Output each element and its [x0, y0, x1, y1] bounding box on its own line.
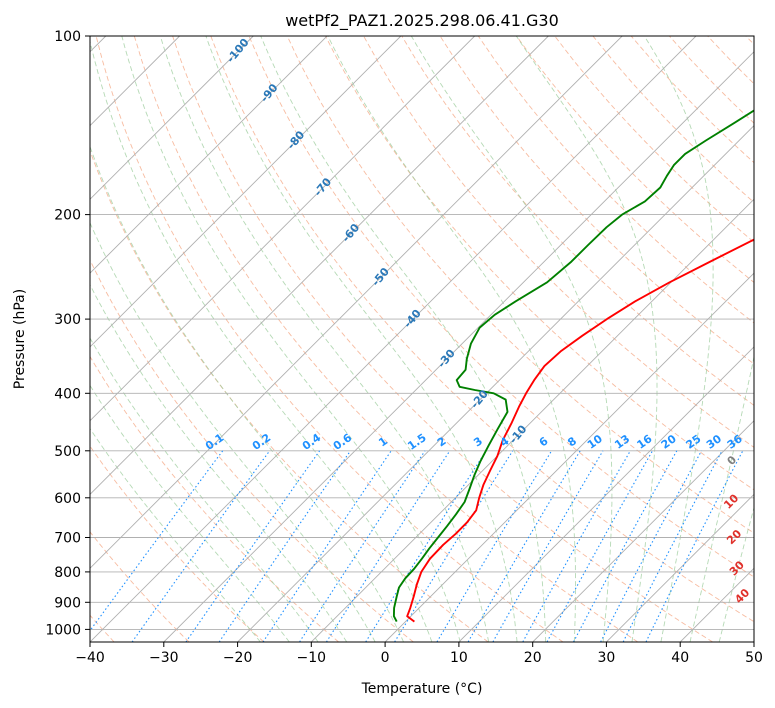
dry-adiabat-line [172, 36, 713, 642]
mixing-ratio-line [299, 450, 426, 642]
moist-adiabat-line [90, 283, 348, 642]
isotherm-line [458, 346, 754, 642]
moist-adiabat-line [90, 39, 433, 642]
isotherm-line [90, 36, 476, 422]
x-tick-label: 40 [671, 650, 689, 666]
isotherm-line [90, 36, 328, 274]
isotherm-line [163, 51, 754, 642]
y-tick-label: 800 [54, 565, 81, 581]
y-tick-label: 300 [54, 312, 81, 328]
mixing-ratio-line [365, 450, 487, 642]
isotherm-line [90, 36, 254, 200]
moist-adiabat-line [260, 36, 547, 642]
y-tick-label: 400 [54, 386, 81, 402]
profiles [392, 109, 754, 623]
moist-adiabat-line [90, 221, 376, 642]
dry-adiabat-line [248, 36, 754, 578]
moist-adiabat-line [121, 36, 461, 642]
x-tick-label: −10 [297, 650, 327, 666]
chart-title: wetPf2_PAZ1.2025.298.06.41.G30 [285, 11, 559, 31]
x-tick-label: 10 [450, 650, 468, 666]
moist-adiabat-line [90, 384, 290, 642]
x-tick-label: −20 [223, 650, 253, 666]
plot-frame [89, 35, 755, 643]
dry-adiabat-line [95, 36, 564, 642]
isotherm-line [532, 420, 754, 642]
dewpoint-profile-line [392, 109, 754, 623]
x-axis-label: Temperature (°C) [361, 681, 483, 697]
dry-adiabat-line [325, 36, 754, 491]
y-tick-label: 500 [54, 444, 81, 460]
moist-adiabat-line [90, 337, 319, 642]
y-tick-label: 1000 [45, 622, 81, 638]
isotherm-line [310, 198, 754, 642]
moist-adiabat-line [90, 145, 404, 642]
grid-lines [90, 36, 754, 642]
x-tick-label: 0 [381, 650, 390, 666]
axes: −40 −30 −20 −10 0 10 20 30 40 50 100 200 300 400 500 60… [45, 29, 763, 666]
moist-adiabat-line [515, 36, 658, 642]
x-tick-label: −40 [75, 650, 105, 666]
dry-adiabat-line [90, 531, 190, 642]
dry-adiabat-line [90, 355, 339, 642]
mixing-ratio-line [218, 450, 351, 642]
y-tick-label: 700 [54, 531, 81, 547]
isotherm-line [90, 36, 402, 348]
dry-adiabat-line [90, 445, 265, 642]
mixing-ratio-line [262, 450, 392, 642]
y-tick-label: 200 [54, 208, 81, 224]
isotherm-line [90, 36, 697, 642]
moist-adiabat-line [689, 354, 754, 642]
y-tick-label: 900 [54, 595, 81, 611]
mixing-ratio-line [90, 450, 224, 632]
y-axis-label: Pressure (hPa) [12, 289, 28, 389]
mixing-ratio-line [436, 450, 553, 642]
isotherm-line [606, 493, 754, 642]
x-tick-label: 30 [597, 650, 615, 666]
moist-adiabat-line [718, 505, 754, 642]
x-tick-label: 20 [524, 650, 542, 666]
moist-adiabat-line [205, 36, 518, 642]
x-tick-label: 50 [745, 650, 763, 666]
dry-adiabat-line [133, 36, 639, 642]
mixing-ratio-line [600, 450, 702, 642]
mixing-ratio-line [131, 450, 271, 642]
mixing-ratio-line [185, 450, 321, 642]
dry-adiabat-line [439, 36, 754, 365]
isotherm-line [384, 272, 754, 642]
temperature-profile-line [406, 238, 754, 623]
moist-adiabat-line [159, 36, 490, 642]
dry-adiabat-line [210, 36, 754, 623]
dry-adiabat-line [90, 149, 489, 642]
isotherm-line [237, 124, 754, 642]
dry-adiabat-line [363, 36, 754, 448]
moist-adiabat-line [90, 427, 261, 642]
mixing-ratio-line [645, 450, 744, 642]
mixing-ratio-lines [90, 450, 744, 642]
x-tick-label: −30 [149, 650, 179, 666]
y-tick-label: 600 [54, 491, 81, 507]
mixing-ratio-line [325, 450, 451, 642]
isotherm-line [90, 36, 623, 569]
y-tick-label: 100 [54, 29, 81, 45]
mixing-ratio-line [573, 450, 678, 642]
mixing-ratio-line [522, 450, 631, 642]
mixing-ratio-line [546, 450, 653, 642]
moist-adiabat-line [410, 36, 613, 642]
dry-adiabat-line [516, 36, 754, 284]
isotherm-line [90, 36, 549, 496]
moist-adiabat-line [643, 36, 714, 642]
